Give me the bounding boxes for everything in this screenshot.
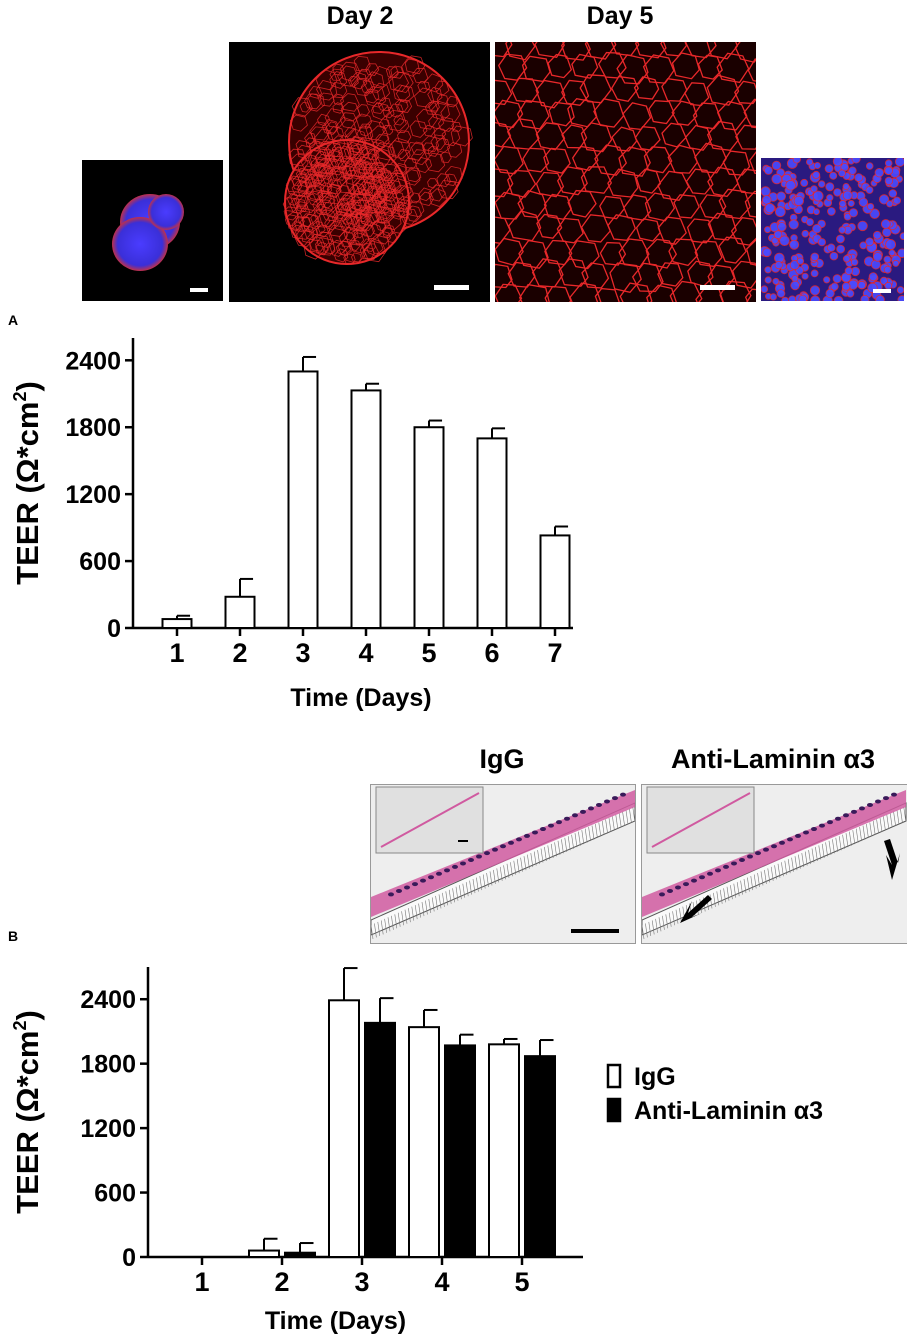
legend-label: IgG [634, 1063, 676, 1091]
day2-header: Day 2 [326, 2, 394, 30]
chart-b: 0 600 1200 1800 2400 TEER (Ω*cm2) 1 2 3 4 5 Time (D… [10, 967, 823, 1335]
bar [413, 426, 445, 629]
bar [524, 1055, 556, 1258]
y-tick-label: 1200 [65, 481, 121, 509]
x-tick-label: 6 [484, 638, 499, 668]
day2-micrograph [229, 42, 490, 302]
y-tick-label: 1200 [80, 1115, 136, 1143]
bar [328, 999, 360, 1258]
spheroid-merged-image [82, 160, 223, 301]
y-tick-label: 2400 [65, 347, 121, 375]
bar [488, 1043, 520, 1259]
x-tick-label: 5 [514, 1267, 529, 1297]
x-tick-label: 2 [274, 1267, 289, 1297]
x-tick-label: 4 [358, 638, 373, 668]
y-tick-label: 0 [122, 1244, 136, 1272]
x-tick-label: 3 [295, 638, 310, 668]
anti-laminin-header: Anti-Laminin α3 [670, 744, 876, 774]
y-tick-label: 2400 [80, 986, 136, 1014]
x-tick-label: 2 [232, 638, 247, 668]
y-tick-label: 600 [79, 548, 121, 576]
legend-label: Anti-Laminin α3 [634, 1097, 823, 1125]
igg-histology-image [370, 784, 636, 944]
x-tick-label: 3 [354, 1267, 369, 1297]
bar [539, 534, 571, 629]
bar [224, 595, 256, 629]
bar [408, 1026, 440, 1258]
bar [161, 618, 193, 630]
day5-micrograph [495, 42, 756, 302]
y-tick-label: 600 [94, 1180, 136, 1208]
monolayer-merged-image [761, 158, 904, 301]
bar [364, 1021, 396, 1258]
x-tick-label: 7 [547, 638, 562, 668]
bar [476, 437, 508, 629]
x-axis-label: Time (Days) [265, 1307, 406, 1335]
bar [350, 389, 382, 629]
x-tick-label: 4 [434, 1267, 449, 1297]
panel-a-label: A [8, 312, 19, 328]
bar [444, 1044, 476, 1258]
legend-swatch [606, 1097, 622, 1123]
y-tick-label: 1800 [65, 414, 121, 442]
igg-header: IgG [479, 744, 525, 774]
x-tick-label: 5 [421, 638, 436, 668]
bar [284, 1251, 316, 1259]
y-tick-label: 1800 [80, 1051, 136, 1079]
day5-header: Day 5 [586, 2, 654, 30]
x-axis-label: Time (Days) [290, 684, 431, 712]
y-axis-label: TEER (Ω*cm2) [10, 1010, 45, 1214]
x-tick-label: 1 [194, 1267, 209, 1297]
y-tick-label: 0 [107, 615, 121, 643]
chart-a: 0 600 1200 1800 2400 TEER (Ω*cm2) 1 2 3 4 5 6 7 Time … [10, 338, 573, 712]
anti-laminin-histology-image [641, 784, 907, 944]
bar [287, 370, 319, 629]
panel-b-label: B [8, 928, 19, 944]
bar [248, 1249, 280, 1258]
y-axis-label: TEER (Ω*cm2) [10, 381, 45, 585]
legend-swatch [606, 1063, 622, 1089]
x-tick-label: 1 [169, 638, 184, 668]
